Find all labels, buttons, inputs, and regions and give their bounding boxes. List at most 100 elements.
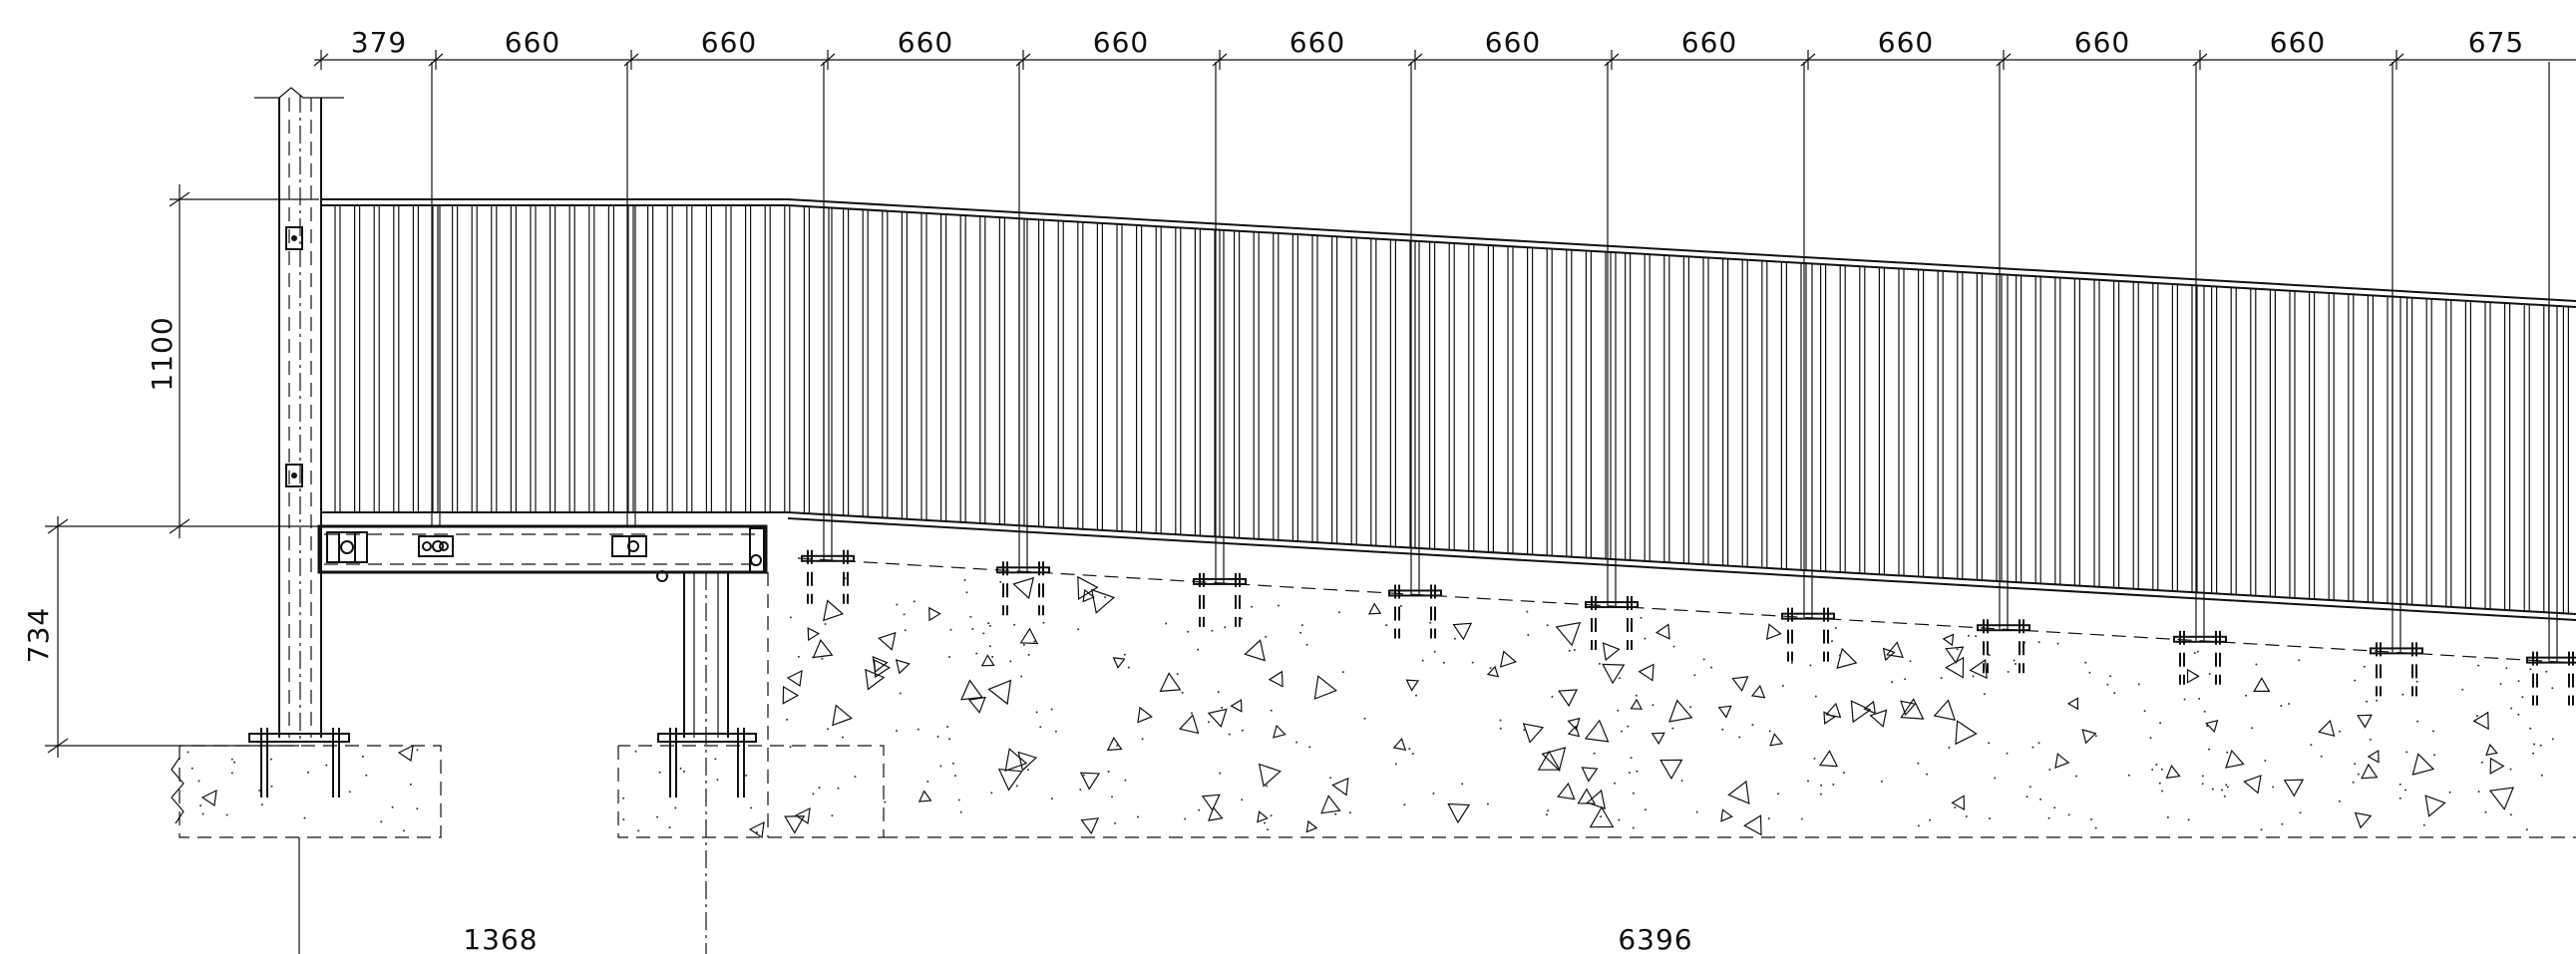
aggregate-dot [2037,641,2040,644]
aggregate-dot [812,793,815,795]
footing-dot [258,790,261,792]
aggregate-dot [991,655,994,658]
footing-dot [637,829,640,832]
aggregate-dot [2369,738,2372,741]
aggregate-dot [917,728,920,731]
aggregate-dot [948,656,950,658]
aggregate-triangle [960,679,983,701]
main-column [248,87,350,797]
aggregate-dot [1341,671,1344,674]
footing-dot [745,774,748,777]
aggregate-dot [2480,761,2483,764]
aggregate-dot [1054,730,1057,733]
aggregate-dot [969,615,972,618]
footing-dot [269,758,272,761]
aggregate-dot [786,718,789,721]
aggregate-dot [1940,677,1943,680]
aggregate-triangle [1320,795,1341,814]
aggregate-triangle [782,685,800,705]
aggregate-dot [1781,684,1784,687]
aggregate-triangle [997,769,1023,792]
aggregate-triangle [2367,749,2380,764]
aggregate-triangle [2472,711,2489,731]
aggregate-dot [1219,772,1222,775]
dim-tick [820,53,836,67]
aggregate-dot [904,629,907,632]
aggregate-dot [1751,724,1754,727]
aggregate-dot [1408,748,1411,751]
footing-dot [225,813,228,816]
aggregate-dot [1630,757,1633,760]
aggregate-dot [1141,738,1144,741]
aggregate-triangle [1313,675,1337,700]
aggregate-dot [1137,815,1139,818]
aggregate-dot [1551,695,1554,698]
aggregate-dot [2280,705,2283,707]
aggregate-dot [2339,799,2341,802]
aggregate-dot [1635,694,1638,697]
top-dim-label: 660 [505,26,560,59]
footing-dot [325,764,328,767]
aggregate-dot [2006,752,2009,755]
aggregate-triangle [1405,679,1420,692]
aggregate-triangle [1273,724,1287,739]
aggregate-dot [1363,717,1366,720]
aggregate-dot [1433,650,1436,653]
aggregate-dot [2203,710,2206,713]
dim-tick [428,53,444,67]
aggregate-triangle [794,806,811,825]
aggregate-dot [2299,811,2302,814]
footing-dot [416,749,419,752]
footing-dot [197,780,200,783]
aggregate-dot [2160,768,2163,771]
aggregate-dot [1523,729,1526,732]
aggregate-dot [1020,675,1023,678]
aggregate-dot [896,730,898,733]
aggregate-dot [2226,751,2229,754]
aggregate-dot [1211,629,1214,632]
platform-beam [317,524,768,582]
aggregate-dot [2159,722,2162,725]
aggregate-dot [1832,783,1835,786]
aggregate-dot [1644,637,1647,640]
aggregate-triangle [1012,576,1035,600]
aggregate-dot [2461,688,2464,691]
aggregate-triangle [1452,622,1473,641]
aggregate-dot [2211,788,2214,791]
aggregate-triangle [1486,665,1500,678]
post-base-plate [2173,635,2227,643]
aggregate-dot [824,623,827,625]
aggregate-dot [2357,773,2360,776]
aggregate-dot [982,632,985,635]
aggregate-dot [812,656,815,659]
aggregate-triangle [1818,750,1839,768]
aggregate-triangle [1765,623,1782,641]
aggregate-dot [2510,707,2513,710]
aggregate-dot [2088,671,2091,674]
aggregate-dot [2354,679,2357,682]
aggregate-dot [1831,640,1833,643]
aggregate-triangle [1731,676,1749,692]
aggregate-dot [2075,775,2077,778]
aggregate-dot [2113,692,2116,695]
aggregate-dot [1809,664,1812,667]
aggregate-triangle [2081,729,2097,745]
aggregate-dot [2433,754,2436,757]
aggregate-dot [1627,725,1630,728]
aggregate-triangle [1655,623,1670,640]
aggregate-dot [2013,659,2016,662]
aggregate-dot [1267,828,1270,831]
aggregate-triangle [1208,806,1224,821]
aggregate-dot [1022,643,1025,646]
aggregate-dot [2151,769,2154,771]
aggregate-dot [2540,774,2543,777]
aggregate-triangle [1951,795,1966,811]
aggregate-dot [2401,693,2404,696]
aggregate-dot [1124,779,1127,782]
aggregate-dot [1573,649,1576,651]
aggregate-dot [2127,774,2130,777]
aggregate-dot [959,810,962,813]
aggregate-dot [2196,650,2199,653]
aggregate-dot [1432,793,1435,795]
